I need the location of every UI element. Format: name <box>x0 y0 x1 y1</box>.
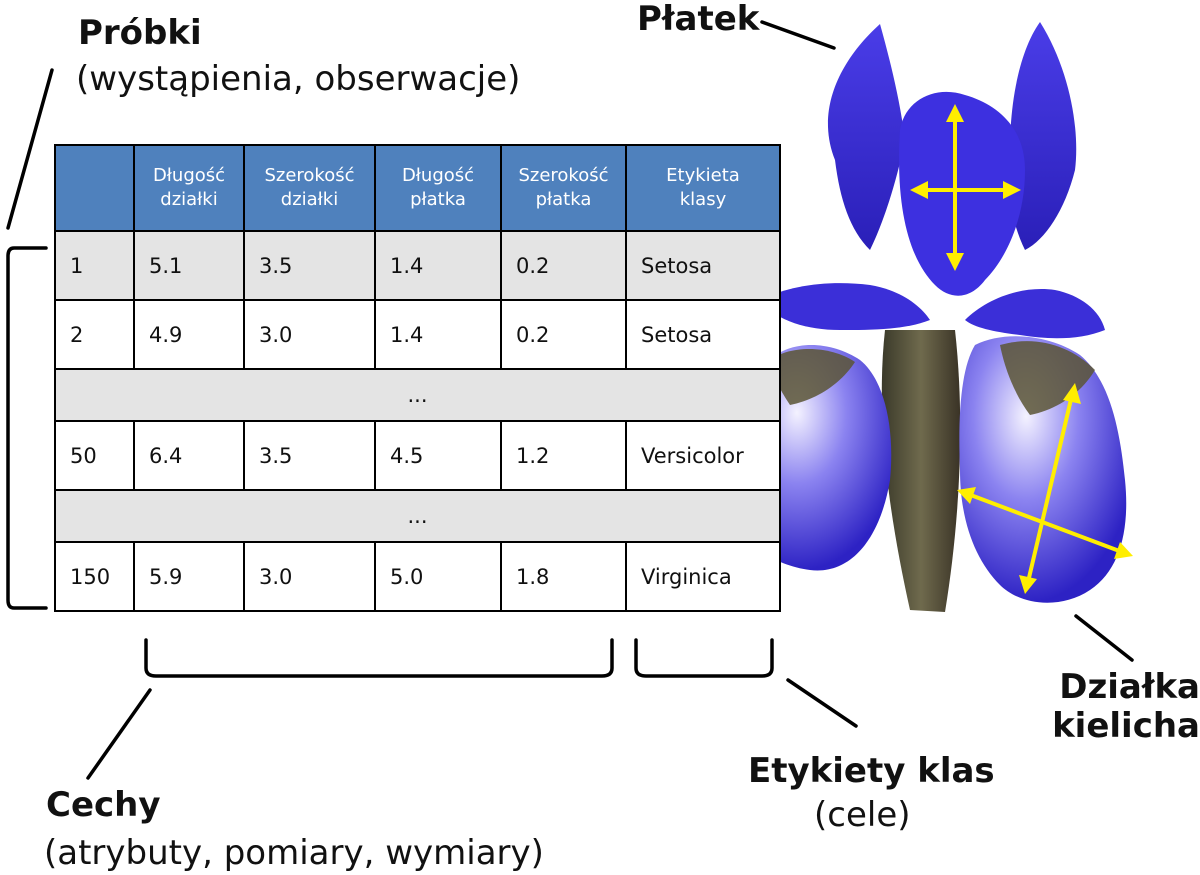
standard-petal-right <box>1008 22 1077 250</box>
table-cell: Setosa <box>625 230 781 301</box>
table-cell: Setosa <box>625 299 781 370</box>
sepal-label-line2: kielicha <box>1052 706 1200 747</box>
targets-subtitle: (cele) <box>814 795 911 835</box>
features-subtitle: (atrybuty, pomiary, wymiary) <box>44 833 544 873</box>
table-cell: 50 <box>54 420 135 491</box>
samples-title: Próbki <box>78 13 202 53</box>
table-row: 1 5.1 3.5 1.4 0.2 Setosa <box>54 230 781 301</box>
petal-label: Płatek <box>637 0 760 39</box>
sepal-label: Działka kielicha <box>1000 667 1200 747</box>
ellipsis-cell: ... <box>54 368 781 422</box>
header-cell-petal-length: Długość płatka <box>374 144 502 232</box>
table-row: 150 5.9 3.0 5.0 1.8 Virginica <box>54 541 781 612</box>
table-cell: 2 <box>54 299 135 370</box>
table-row: 2 4.9 3.0 1.4 0.2 Setosa <box>54 299 781 370</box>
petal-arrows <box>910 104 1021 271</box>
table-cell: 5.0 <box>374 541 502 612</box>
table-cell: 3.0 <box>243 299 376 370</box>
table-cell: 3.0 <box>243 541 376 612</box>
flower-stem <box>881 330 961 612</box>
table-cell: 6.4 <box>133 420 245 491</box>
table-cell: 3.5 <box>243 420 376 491</box>
targets-title: Etykiety klas <box>748 751 995 791</box>
samples-subtitle: (wystąpienia, obserwacje) <box>76 59 521 99</box>
table-cell: 5.9 <box>133 541 245 612</box>
iris-data-table: Długość działki Szerokość działki Długość p… <box>54 144 781 612</box>
table-ellipsis-row: ... <box>54 489 781 543</box>
sepal-label-line1: Działka <box>1059 667 1200 707</box>
sepal-arrows <box>957 383 1133 594</box>
table-cell: 5.1 <box>133 230 245 301</box>
ellipsis-cell: ... <box>54 489 781 543</box>
table-row: 50 6.4 3.5 4.5 1.2 Versicolor <box>54 420 781 491</box>
standard-petal-left <box>827 24 905 250</box>
table-cell: 1 <box>54 230 135 301</box>
table-cell: 150 <box>54 541 135 612</box>
table-header-row: Długość działki Szerokość działki Długość p… <box>54 144 781 232</box>
header-cell-petal-width: Szerokość płatka <box>500 144 627 232</box>
header-cell-index <box>54 144 135 232</box>
header-cell-sepal-length: Długość działki <box>133 144 245 232</box>
table-cell: 1.8 <box>500 541 627 612</box>
features-title: Cechy <box>46 785 161 825</box>
table-cell: 3.5 <box>243 230 376 301</box>
table-cell: Virginica <box>625 541 781 612</box>
table-cell: 1.4 <box>374 230 502 301</box>
upper-wing-right <box>965 289 1105 339</box>
table-cell: 1.2 <box>500 420 627 491</box>
header-cell-sepal-width: Szerokość działki <box>243 144 376 232</box>
table-cell: 1.4 <box>374 299 502 370</box>
table-cell: 4.5 <box>374 420 502 491</box>
table-ellipsis-row: ... <box>54 368 781 422</box>
upper-wing-left <box>760 283 930 330</box>
table-cell: Versicolor <box>625 420 781 491</box>
center-petal <box>899 91 1025 296</box>
table-cell: 0.2 <box>500 299 627 370</box>
table-cell: 4.9 <box>133 299 245 370</box>
table-cell: 0.2 <box>500 230 627 301</box>
header-cell-class-label: Etykieta klasy <box>625 144 781 232</box>
